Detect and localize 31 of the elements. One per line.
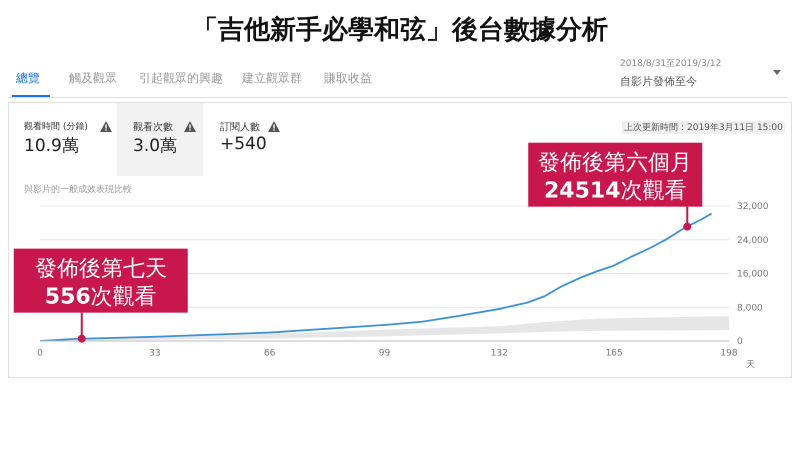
text: 3.0萬 [133, 135, 178, 157]
text: 自影片發佈至今 [620, 74, 697, 89]
text: 上次更新時間：2019年3月11日 15:00 [622, 121, 785, 134]
y-tick-label: 32,000 [737, 202, 769, 212]
text: 觀看時間 (分鐘) [24, 120, 88, 133]
x-axis-title: 天 [746, 359, 755, 370]
text: 與影片的一般成效表現比較 [24, 184, 132, 196]
x-tick-label: 33 [149, 348, 161, 358]
y-tick-label: 24,000 [737, 236, 769, 246]
text: 總覽 [16, 70, 40, 87]
text: 2018/8/31至2019/3/12 [620, 58, 722, 70]
y-tick-label: 0 [737, 337, 743, 348]
y-tick-label: 8,000 [737, 303, 764, 314]
text: 訂閱人數 [220, 120, 260, 134]
x-tick-label: 0 [37, 348, 44, 358]
text: 引起觀眾的興趣 [139, 70, 223, 87]
text: +540 [220, 134, 267, 154]
x-tick-label: 132 [490, 348, 508, 358]
text: 10.9萬 [24, 135, 79, 157]
text: 觸及觀眾 [69, 70, 117, 87]
text: 觀看次數 [133, 120, 173, 134]
annotation: 發佈後第七天 556次觀看 [34, 256, 167, 310]
x-tick-label: 165 [606, 348, 623, 358]
text: 建立觀眾群 [242, 70, 302, 87]
x-tick-label: 66 [264, 348, 276, 358]
chart-title: 「吉他新手必學和弦」後台數據分析 [191, 14, 609, 47]
y-tick-label: 16,000 [737, 270, 769, 280]
text: 賺取收益 [324, 70, 372, 87]
annotation: 發佈後第六個月 24514次觀看 [538, 150, 692, 204]
x-tick-label: 198 [720, 348, 738, 358]
x-tick-label: 99 [378, 348, 390, 358]
